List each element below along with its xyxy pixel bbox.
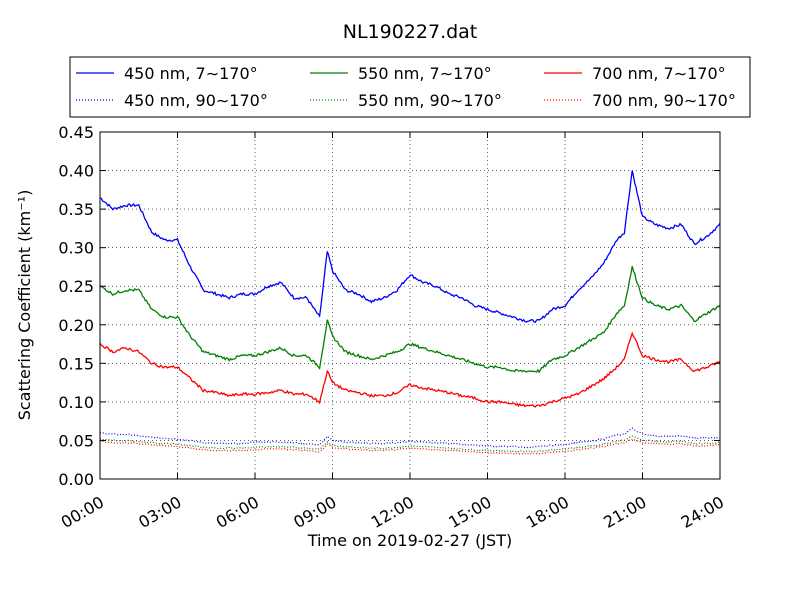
- plot-frame: [100, 132, 720, 479]
- legend-label: 700 nm, 90∼170°: [592, 91, 736, 110]
- y-tick-label: 0.40: [58, 162, 94, 181]
- x-tick-label: 00:00: [58, 492, 107, 532]
- series-line-4: [99, 435, 721, 453]
- series-line-1: [99, 170, 721, 324]
- y-tick-label: 0.25: [58, 277, 94, 296]
- legend-label: 450 nm, 90∼170°: [124, 91, 268, 110]
- x-tick-label: 21:00: [600, 492, 649, 532]
- legend-entries: 450 nm, 7∼170° 550 nm, 7∼170° 700 nm, 7∼17…: [76, 64, 736, 110]
- plot-area: 0.00 0.05 0.10 0.15 0.20 0.25 0.30 0.35 0.40 0.45…: [58, 123, 727, 532]
- legend-frame: [69, 56, 751, 118]
- legend-label: 450 nm, 7∼170°: [124, 64, 258, 83]
- y-tick-label: 0.35: [58, 200, 94, 219]
- y-tick-label: 0.30: [58, 239, 94, 258]
- legend-label: 550 nm, 90∼170°: [358, 91, 502, 110]
- legend-label: 550 nm, 7∼170°: [358, 64, 492, 83]
- chart-title: NL190227.dat: [343, 21, 478, 43]
- y-tick-label: 0.20: [58, 316, 94, 335]
- x-tick-label: 06:00: [213, 492, 262, 532]
- y-tick-label: 0.45: [58, 123, 94, 142]
- x-tick-label: 03:00: [135, 492, 184, 532]
- y-axis-label: Scattering Coefficient (km⁻¹): [15, 190, 34, 421]
- x-tick-label: 15:00: [445, 492, 494, 532]
- legend: 450 nm, 7∼170° 550 nm, 7∼170° 700 nm, 7∼17…: [69, 56, 751, 118]
- x-tick-label: 12:00: [368, 492, 417, 532]
- series-line-5: [99, 331, 721, 408]
- series-line-3: [99, 266, 721, 374]
- grid-lines: [100, 132, 720, 479]
- y-tick-label: 0.05: [58, 431, 94, 450]
- series-layer: [99, 170, 721, 455]
- legend-label: 700 nm, 7∼170°: [592, 64, 726, 83]
- x-tick-label: 18:00: [523, 492, 572, 532]
- y-tick-label: 0.15: [58, 354, 94, 373]
- y-tick-label: 0.00: [58, 470, 94, 489]
- x-tick-label: 09:00: [290, 492, 339, 532]
- y-axis: 0.00 0.05 0.10 0.15 0.20 0.25 0.30 0.35 0.40 0.45: [58, 123, 720, 489]
- x-tick-label: 24:00: [678, 492, 727, 532]
- series-line-2: [99, 427, 721, 449]
- y-tick-label: 0.10: [58, 393, 94, 412]
- x-axis-label: Time on 2019-02-27 (JST): [307, 531, 512, 550]
